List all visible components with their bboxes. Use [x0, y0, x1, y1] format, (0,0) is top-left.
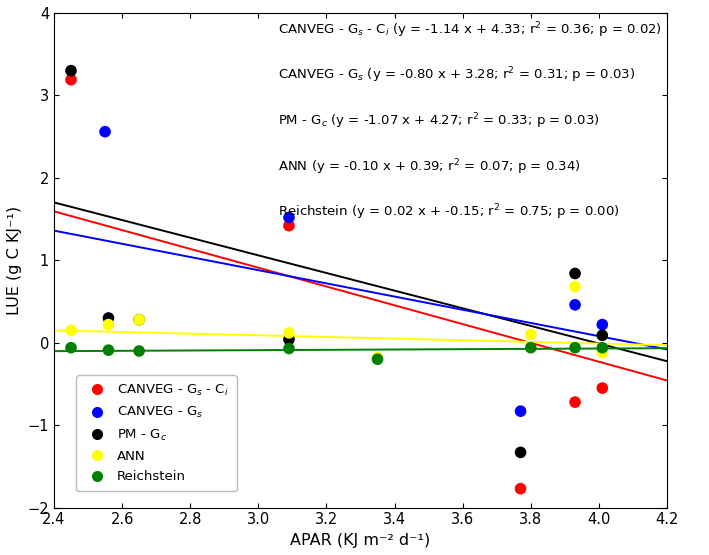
Point	[65, 326, 77, 335]
Point	[597, 348, 608, 357]
Point	[597, 384, 608, 392]
Legend: CANVEG - G$_s$ - C$_i$, CANVEG - G$_s$, PM - G$_c$, ANN, Reichstein: CANVEG - G$_s$ - C$_i$, CANVEG - G$_s$, …	[76, 375, 237, 491]
Point	[515, 448, 526, 457]
Point	[597, 343, 608, 352]
Point	[284, 221, 295, 230]
Point	[372, 355, 383, 364]
Point	[65, 75, 77, 84]
Point	[133, 346, 145, 355]
Point	[284, 213, 295, 222]
Text: PM - G$_c$ (y = -1.07 x + 4.27; r$^2$ = 0.33; p = 0.03): PM - G$_c$ (y = -1.07 x + 4.27; r$^2$ = …	[278, 112, 599, 131]
Point	[99, 127, 111, 136]
Point	[284, 344, 295, 353]
Point	[525, 330, 537, 339]
Point	[103, 320, 114, 329]
Text: CANVEG - G$_s$ (y = -0.80 x + 3.28; r$^2$ = 0.31; p = 0.03): CANVEG - G$_s$ (y = -0.80 x + 3.28; r$^2…	[278, 66, 635, 85]
Text: CANVEG - G$_s$ - C$_i$ (y = -1.14 x + 4.33; r$^2$ = 0.36; p = 0.02): CANVEG - G$_s$ - C$_i$ (y = -1.14 x + 4.…	[278, 21, 661, 40]
Point	[515, 484, 526, 493]
Text: ANN (y = -0.10 x + 0.39; r$^2$ = 0.07; p = 0.34): ANN (y = -0.10 x + 0.39; r$^2$ = 0.07; p…	[278, 157, 581, 176]
Text: Reichstein (y = 0.02 x + -0.15; r$^2$ = 0.75; p = 0.00): Reichstein (y = 0.02 x + -0.15; r$^2$ = …	[278, 203, 620, 222]
Point	[133, 315, 145, 324]
Point	[597, 331, 608, 340]
Point	[284, 329, 295, 337]
Point	[569, 343, 581, 352]
Point	[569, 282, 581, 291]
Point	[569, 269, 581, 278]
Point	[65, 66, 77, 75]
X-axis label: APAR (KJ m⁻² d⁻¹): APAR (KJ m⁻² d⁻¹)	[291, 533, 430, 548]
Point	[133, 315, 145, 324]
Point	[372, 353, 383, 362]
Point	[103, 346, 114, 355]
Point	[65, 343, 77, 352]
Point	[515, 407, 526, 416]
Point	[525, 343, 537, 352]
Point	[284, 335, 295, 344]
Point	[569, 300, 581, 309]
Point	[597, 320, 608, 329]
Point	[103, 314, 114, 322]
Y-axis label: LUE (g C KJ⁻¹): LUE (g C KJ⁻¹)	[7, 206, 22, 315]
Point	[569, 398, 581, 407]
